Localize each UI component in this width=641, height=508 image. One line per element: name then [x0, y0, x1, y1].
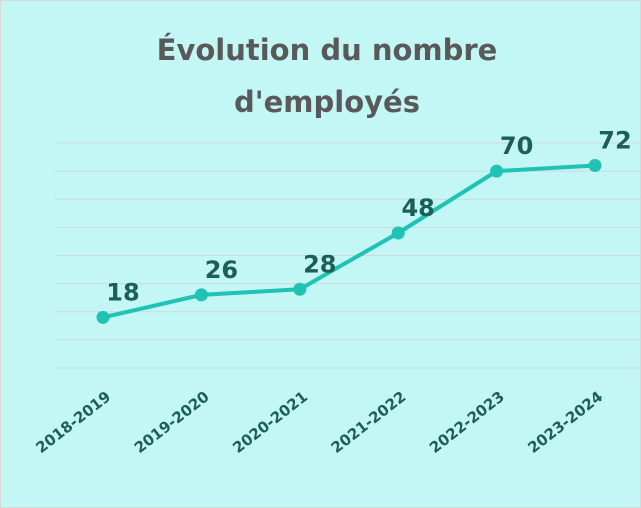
- point: [391, 226, 405, 240]
- data-label: 26: [205, 256, 238, 284]
- line: [102, 163, 596, 320]
- point: [96, 310, 110, 324]
- point: [588, 159, 602, 172]
- data-label: 72: [598, 127, 631, 155]
- data-label: 28: [303, 250, 336, 278]
- data-label: 48: [401, 194, 434, 222]
- data-label: 18: [106, 278, 139, 306]
- chart-title: Évolution du nombre: [157, 33, 498, 67]
- data-label: 70: [500, 132, 533, 160]
- point: [194, 288, 208, 302]
- point: [293, 282, 307, 296]
- point: [490, 164, 504, 178]
- chart-title: d'employés: [234, 85, 420, 119]
